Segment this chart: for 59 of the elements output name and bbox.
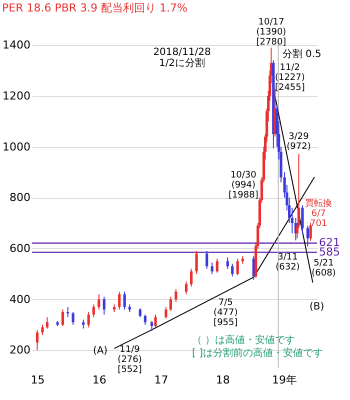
candlestick <box>184 281 188 295</box>
x-tick-label: 18 <box>216 374 230 386</box>
candlestick <box>144 314 146 326</box>
candlestick <box>46 316 49 330</box>
candlestick <box>66 306 70 318</box>
candlestick <box>92 304 95 318</box>
candlestick <box>306 225 310 247</box>
series-label: (B) <box>309 302 324 313</box>
candlestick <box>174 288 178 302</box>
y-tick-label: 1200 <box>2 89 30 102</box>
annotation: 10/17 (1390) [2780] <box>256 18 286 48</box>
y-tick-label: 200 <box>10 344 30 357</box>
candlestick <box>102 296 106 316</box>
candlestick <box>164 306 168 319</box>
candlestick <box>169 296 172 312</box>
annotation: 3/11 (632) <box>276 252 300 272</box>
annotation: 2018/11/28 1/2に分割 <box>153 47 211 69</box>
annotation: [ ]は分割前の高値・安値です <box>192 347 323 359</box>
annotation: 3/29 (972) <box>286 132 311 152</box>
y-tick-label: 800 <box>10 191 30 204</box>
annotation: 11/2 (1227) [2455] <box>274 63 305 94</box>
candlestick <box>36 329 39 351</box>
y-tick-label: 1400 <box>2 38 30 52</box>
annotation: （ ）は高値・安値です <box>192 334 296 346</box>
candlestick <box>123 291 126 310</box>
candlestick <box>216 258 218 274</box>
candlestick <box>150 320 154 332</box>
candlestick <box>236 258 239 276</box>
candlestick <box>154 314 157 328</box>
ref-line-label: 585 <box>319 245 340 258</box>
chart-title: PER 18.6 PBR 3.9 配当利回り 1.7% <box>2 2 188 15</box>
annotation: 7/5 (477) [955] <box>214 298 238 328</box>
candlestick <box>190 268 193 288</box>
candlestick <box>118 291 121 310</box>
annotation: 11/9 (276) [552] <box>118 344 142 375</box>
annotation: 10/30 (994) [1988] <box>228 170 258 200</box>
candlestick <box>226 256 229 270</box>
candlestick <box>231 263 234 277</box>
annotation: 買転換 6/7 701 <box>305 198 332 229</box>
annotation: 5/21 (608) <box>312 258 336 278</box>
y-tick-label: 1000 <box>2 140 30 154</box>
candlestick <box>206 250 208 270</box>
candlestick <box>72 312 74 326</box>
x-tick-label: 17 <box>154 374 168 386</box>
ref-line-label: 分割 0.5 <box>282 48 322 60</box>
candlestick <box>301 204 304 234</box>
candlestick <box>87 312 90 328</box>
candlestick <box>98 294 100 310</box>
candlestick <box>309 222 312 242</box>
candlestick <box>210 262 214 274</box>
x-tick-label: 16 <box>92 374 106 386</box>
candlestick <box>41 324 44 336</box>
y-tick-label: 400 <box>10 292 30 306</box>
y-tick-label: 600 <box>10 242 30 255</box>
series-label: (A) <box>92 345 108 356</box>
candlestick <box>195 250 198 274</box>
candlestick <box>61 309 64 327</box>
x-tick-label: 15 <box>30 374 45 386</box>
x-tick-label: 19年 <box>272 374 298 386</box>
